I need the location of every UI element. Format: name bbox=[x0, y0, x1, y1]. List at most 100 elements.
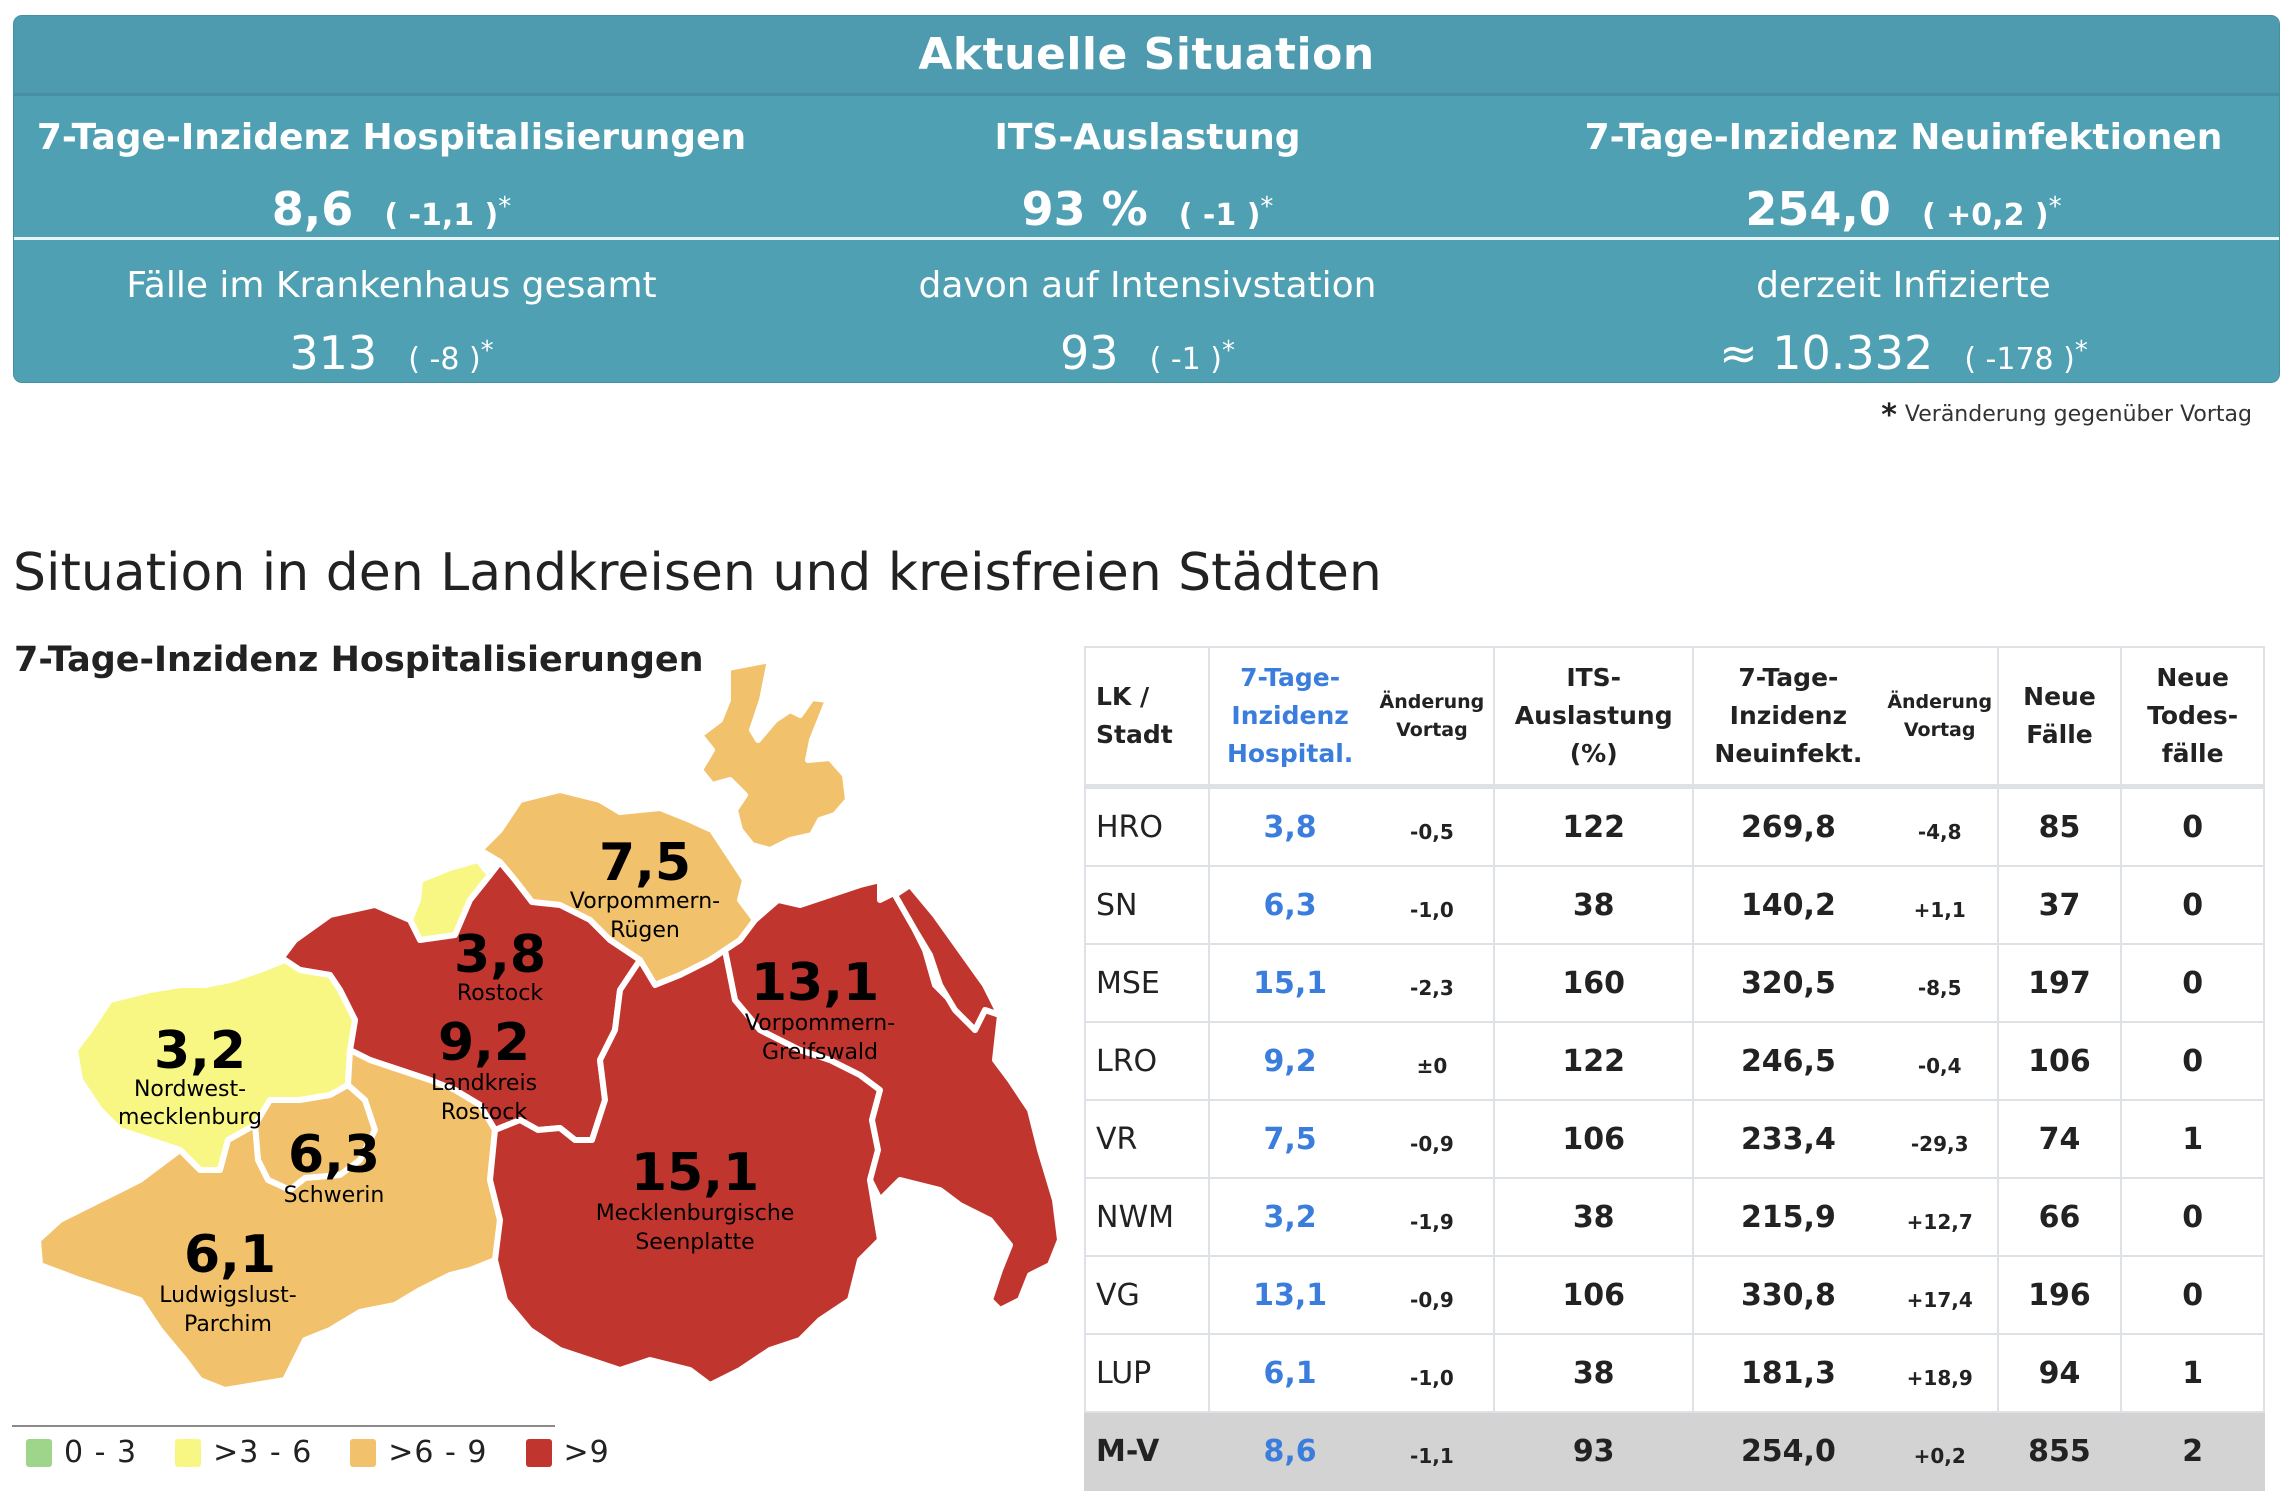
legend-swatch-green bbox=[26, 1438, 52, 1467]
table-row: LRO 9,2 ±0 122 246,5 -0,4 106 0 bbox=[1084, 1021, 2265, 1101]
cell-tode: 0 bbox=[2120, 1255, 2265, 1335]
header-line: Fälle bbox=[2026, 720, 2093, 749]
table-row: NWM 3,2 -1,9 38 215,9 +12,7 66 0 bbox=[1084, 1177, 2265, 1257]
kpi-value: 8,6 bbox=[271, 182, 354, 236]
cell-tode: 1 bbox=[2120, 1099, 2265, 1179]
legend-divider bbox=[12, 1425, 555, 1427]
legend-item: >9 bbox=[525, 1435, 610, 1470]
cell-tode: 0 bbox=[2120, 1021, 2265, 1101]
map-region-vr-ruegen-island[interactable] bbox=[697, 657, 851, 853]
header-hospital-change[interactable]: Änderung Vortag bbox=[1370, 646, 1496, 789]
cell-neu: 254,0 bbox=[1692, 1411, 1883, 1491]
asterisk: * bbox=[2074, 336, 2088, 366]
header-line: LK / bbox=[1096, 682, 1150, 711]
asterisk: * bbox=[498, 192, 512, 222]
stat-value: ≈ 10.332 bbox=[1719, 326, 1934, 380]
cell-neu-change: +18,9 bbox=[1882, 1333, 1999, 1413]
map-title: 7-Tage-Inzidenz Hospitalisierungen bbox=[14, 640, 704, 680]
table-row: HRO 3,8 -0,5 122 269,8 -4,8 85 0 bbox=[1084, 785, 2265, 867]
legend-item: >3 - 6 bbox=[175, 1435, 312, 1470]
header-line: Hospital. bbox=[1226, 739, 1354, 768]
header-todesfaelle[interactable]: Neue Todes-fälle bbox=[2120, 646, 2265, 789]
cell-tode: 1 bbox=[2120, 1333, 2265, 1413]
summary-header: Aktuelle Situation bbox=[14, 16, 2279, 96]
cell-faelle: 855 bbox=[1996, 1411, 2123, 1491]
stat-intensivstation: davon auf Intensivstation 93 ( -1 )* bbox=[770, 264, 1525, 382]
cell-its: 38 bbox=[1493, 1177, 1695, 1257]
header-neuinfekt-change[interactable]: Änderung Vortag bbox=[1882, 646, 1999, 789]
header-line: 7-Tage- bbox=[1738, 663, 1839, 692]
map-value-mse: 15,1 bbox=[631, 1143, 759, 1203]
map-value-sn: 6,3 bbox=[288, 1125, 380, 1185]
legend-label: >6 - 9 bbox=[388, 1435, 488, 1470]
map-value-vr: 7,5 bbox=[599, 833, 691, 893]
cell-tode: 0 bbox=[2120, 865, 2265, 945]
kpi-delta: ( +0,2 ) bbox=[1922, 198, 2049, 233]
header-line: Todes- bbox=[2147, 701, 2239, 730]
panel-divider bbox=[14, 237, 2279, 240]
cell-hosp: 9,2 bbox=[1207, 1021, 1371, 1101]
asterisk: * bbox=[480, 336, 494, 366]
cell-its: 122 bbox=[1493, 785, 1695, 867]
header-neue-faelle[interactable]: Neue Fälle bbox=[1996, 646, 2123, 789]
cell-hosp: 13,1 bbox=[1207, 1255, 1371, 1335]
header-its[interactable]: ITS- Auslastung (%) bbox=[1493, 646, 1695, 789]
cell-hosp-change: -2,3 bbox=[1370, 943, 1496, 1023]
cell-lk: HRO bbox=[1084, 785, 1210, 867]
legend-swatch-orange bbox=[350, 1438, 377, 1467]
cell-neu-change: -8,5 bbox=[1882, 943, 1999, 1023]
cell-tode: 2 bbox=[2120, 1411, 2265, 1491]
header-line: Inzidenz bbox=[1231, 701, 1349, 730]
header-hospital[interactable]: 7-Tage- Inzidenz Hospital. bbox=[1207, 646, 1371, 789]
map-name-nwm-2: mecklenburg bbox=[118, 1105, 262, 1130]
stat-label: Fälle im Krankenhaus gesamt bbox=[126, 265, 657, 306]
cell-hosp-change: -0,5 bbox=[1370, 785, 1496, 867]
cell-lk: NWM bbox=[1084, 1177, 1210, 1257]
legend-label: >9 bbox=[563, 1435, 610, 1470]
kpi-its-auslastung: ITS-Auslastung 93 % ( -1 )* bbox=[770, 116, 1525, 247]
summary-title: Aktuelle Situation bbox=[918, 29, 1375, 80]
map-value-vg: 13,1 bbox=[751, 953, 879, 1013]
cell-hosp-change: -1,0 bbox=[1370, 865, 1496, 945]
cell-neu-change: -4,8 bbox=[1882, 785, 1999, 867]
cell-neu-change: -0,4 bbox=[1882, 1021, 1999, 1101]
header-line: Neue bbox=[2156, 663, 2229, 692]
cell-neu: 330,8 bbox=[1692, 1255, 1883, 1335]
legend-label: >3 - 6 bbox=[213, 1435, 313, 1470]
stat-delta: ( -178 ) bbox=[1964, 342, 2075, 377]
map-name-vg-2: Greifswald bbox=[762, 1040, 878, 1065]
cell-hosp: 3,2 bbox=[1207, 1177, 1371, 1257]
header-line: Vortag bbox=[1903, 719, 1976, 741]
cell-neu: 269,8 bbox=[1692, 785, 1883, 867]
cell-lk: VR bbox=[1084, 1099, 1210, 1179]
cell-hosp-change: -1,1 bbox=[1370, 1411, 1496, 1491]
map-region-vg-usedom[interactable] bbox=[892, 882, 1003, 1033]
cell-faelle: 94 bbox=[1996, 1333, 2123, 1413]
stat-value: 313 bbox=[289, 326, 378, 380]
cell-tode: 0 bbox=[2120, 943, 2265, 1023]
header-line: Auslastung bbox=[1514, 701, 1673, 730]
stat-delta: ( -8 ) bbox=[408, 342, 481, 377]
map-region-vg[interactable] bbox=[722, 877, 1063, 1313]
header-neuinfekt[interactable]: 7-Tage- Inzidenz Neuinfekt. bbox=[1692, 646, 1883, 789]
cell-tode: 0 bbox=[2120, 785, 2265, 867]
cell-hosp: 3,8 bbox=[1207, 785, 1371, 867]
cell-neu: 215,9 bbox=[1692, 1177, 1883, 1257]
table-row: MSE 15,1 -2,3 160 320,5 -8,5 197 0 bbox=[1084, 943, 2265, 1023]
map-name-vr-2: Rügen bbox=[610, 918, 680, 943]
kpi-value: 254,0 bbox=[1745, 182, 1891, 236]
summary-panel: Aktuelle Situation 7-Tage-Inzidenz Hospi… bbox=[13, 15, 2280, 383]
kpi-delta: ( -1 ) bbox=[1178, 198, 1261, 233]
map-value-hro: 3,8 bbox=[454, 925, 546, 985]
table-body: HRO 3,8 -0,5 122 269,8 -4,8 85 0 SN 6,3 -1,0 38 140,… bbox=[1084, 785, 2265, 1491]
asterisk: * bbox=[1260, 192, 1274, 222]
header-lk[interactable]: LK / Stadt bbox=[1084, 646, 1210, 789]
cell-lk: LRO bbox=[1084, 1021, 1210, 1101]
cell-neu-change: +1,1 bbox=[1882, 865, 1999, 945]
cell-its: 106 bbox=[1493, 1099, 1695, 1179]
cell-tode: 0 bbox=[2120, 1177, 2265, 1257]
stat-infizierte: derzeit Infizierte ≈ 10.332 ( -178 )* bbox=[1526, 264, 2279, 382]
cell-faelle: 85 bbox=[1996, 785, 2123, 867]
cell-its: 160 bbox=[1493, 943, 1695, 1023]
cell-neu-change: +12,7 bbox=[1882, 1177, 1999, 1257]
